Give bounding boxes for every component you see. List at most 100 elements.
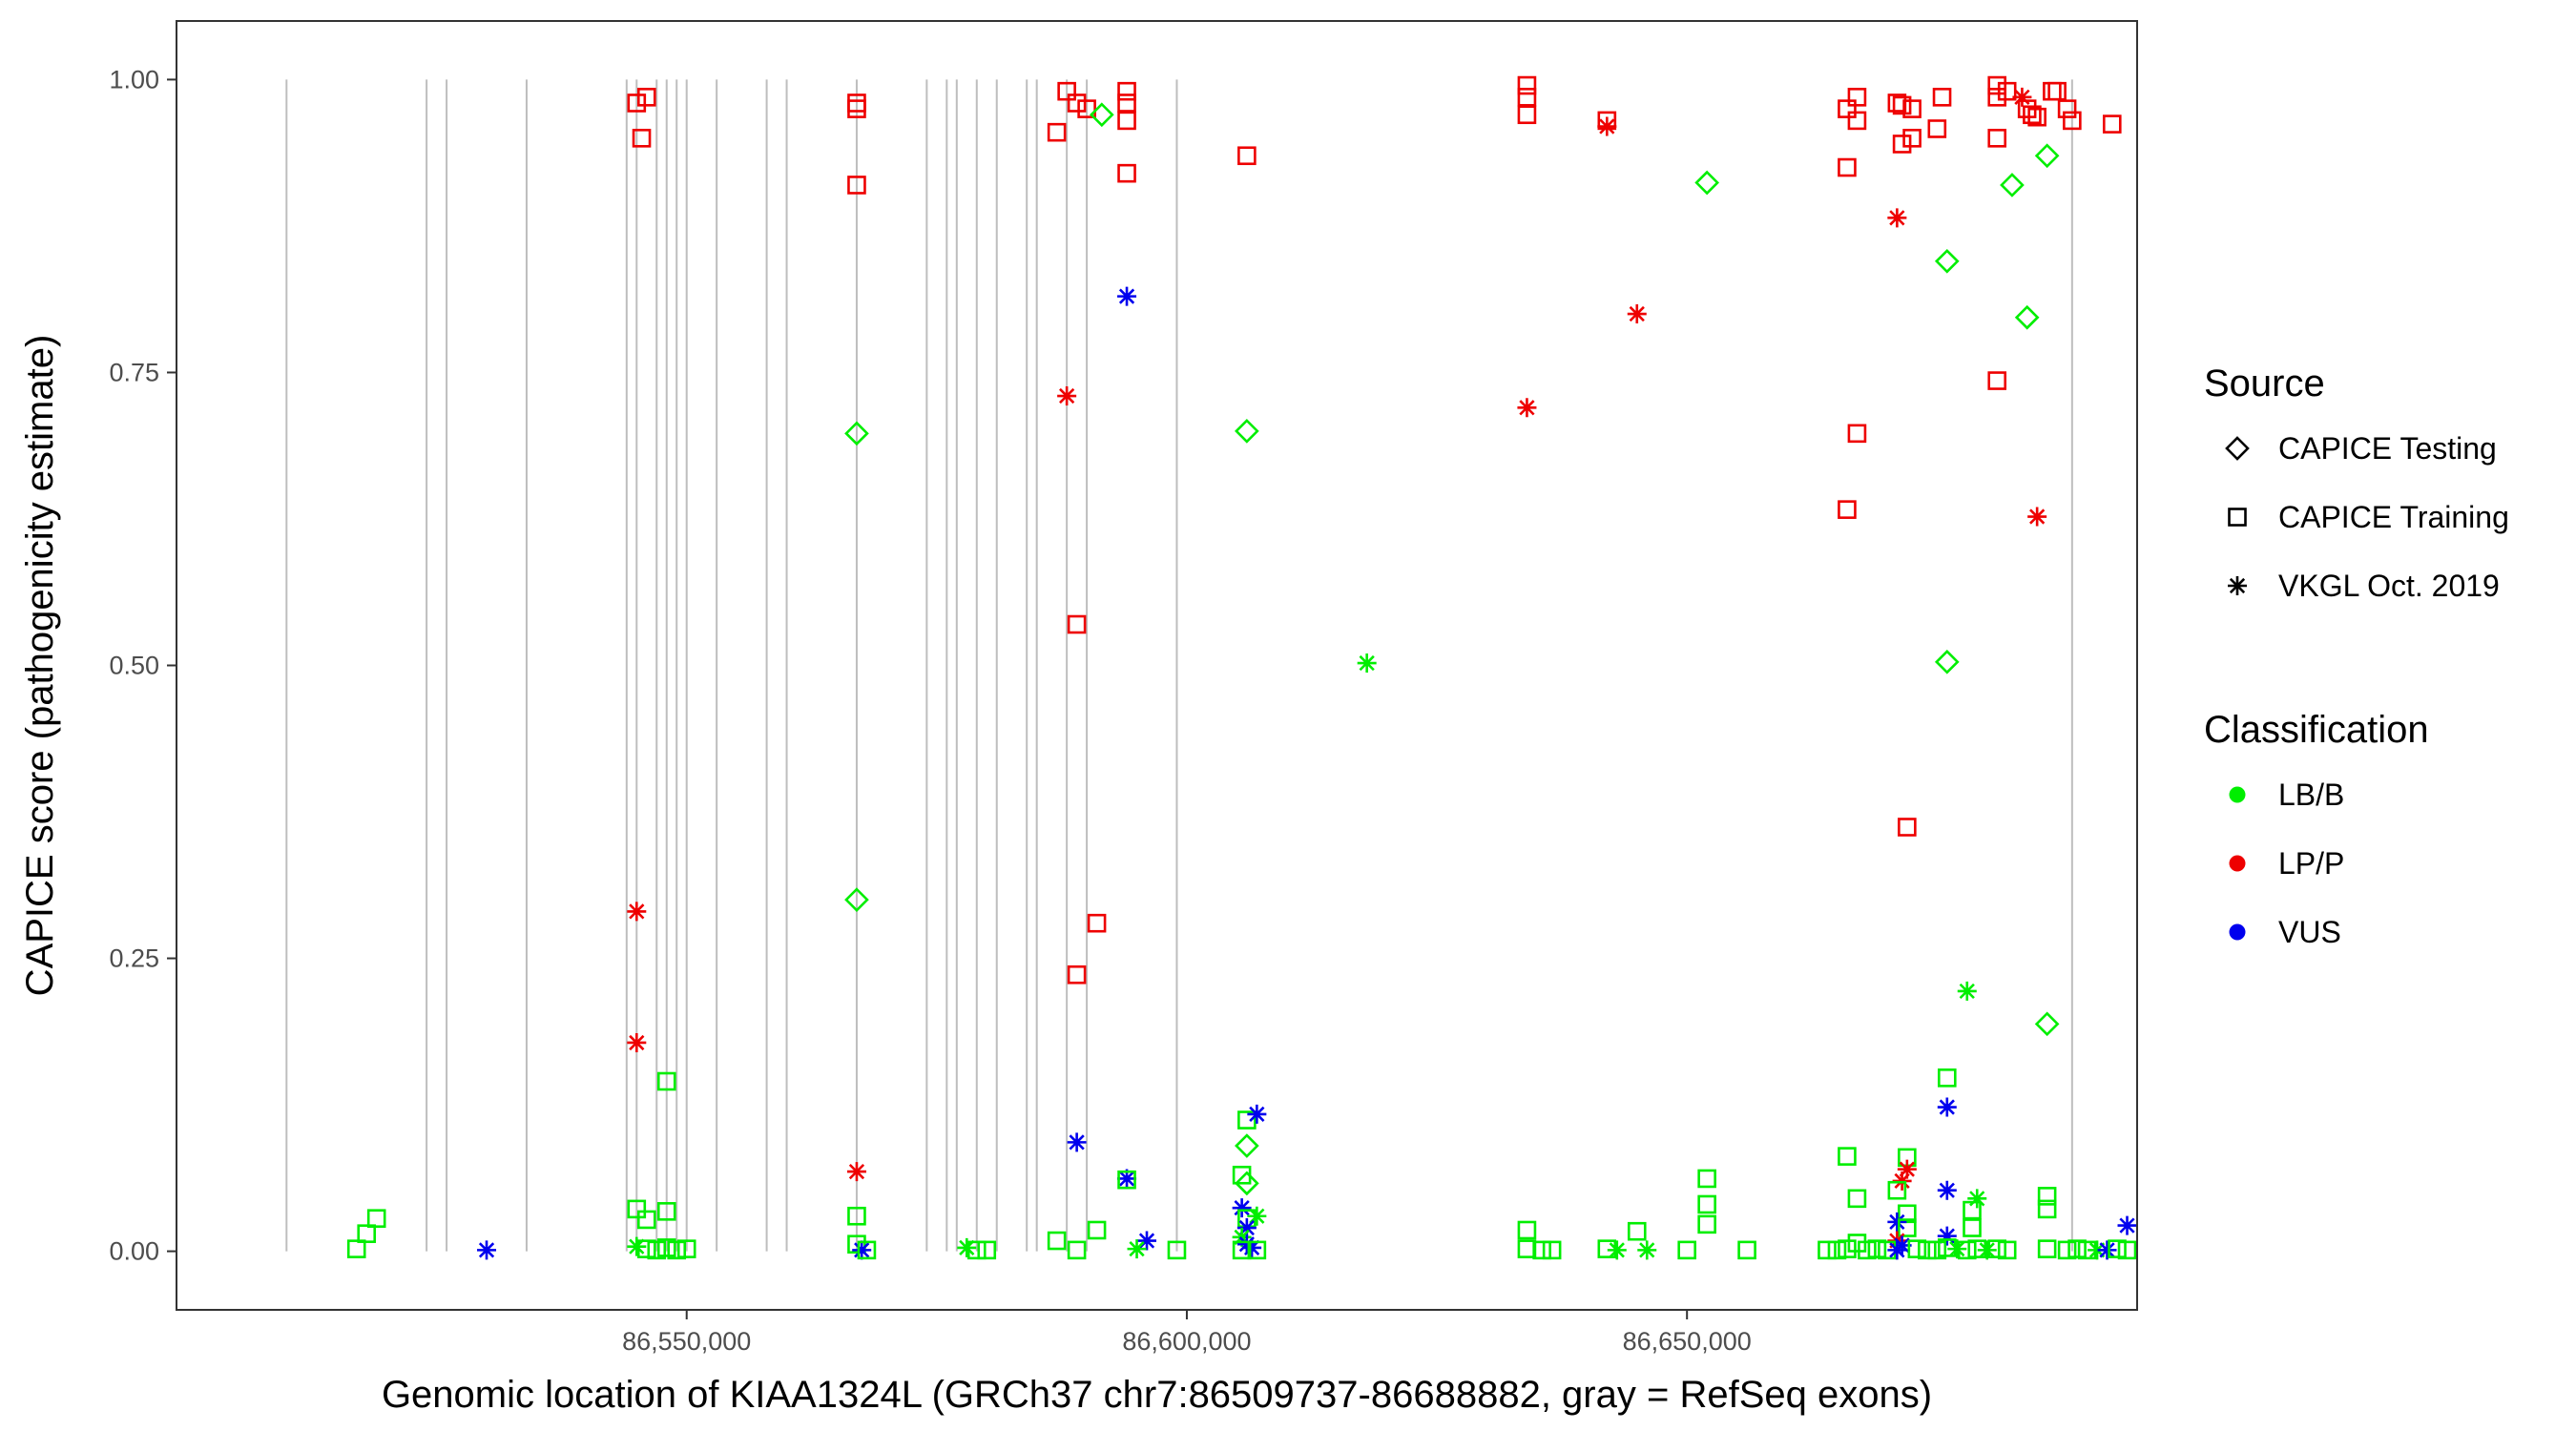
data-point — [1963, 1218, 1982, 1237]
data-point — [2102, 114, 2122, 134]
data-point — [847, 1206, 866, 1226]
data-point — [977, 1240, 997, 1260]
data-point — [627, 902, 647, 922]
data-point — [1887, 1240, 1907, 1260]
data-point — [1067, 1240, 1087, 1260]
data-point — [1597, 116, 1617, 136]
data-point — [1117, 111, 1136, 131]
y-axis-title: CAPICE score (pathogenicity estimate) — [19, 335, 61, 997]
data-point — [1977, 1240, 1997, 1260]
data-point — [1235, 1133, 1259, 1158]
data-point — [1697, 1169, 1716, 1189]
data-point — [1517, 88, 1537, 107]
data-point — [627, 1199, 647, 1219]
data-point — [1847, 1189, 1867, 1209]
legend-classification-label: LP/P — [2278, 846, 2344, 881]
data-point — [1892, 1171, 1912, 1191]
data-point — [2057, 1240, 2077, 1260]
data-point — [1967, 1189, 1987, 1209]
data-point — [1517, 398, 1537, 418]
data-point — [1867, 1239, 1887, 1258]
data-point — [1607, 1240, 1627, 1260]
data-point — [1737, 1240, 1756, 1260]
data-point — [966, 1240, 987, 1260]
data-point — [2088, 1240, 2108, 1260]
data-point — [2067, 1239, 2087, 1258]
data-point — [1847, 88, 1867, 107]
data-point — [1957, 981, 1977, 1001]
legend-source-key — [2225, 436, 2250, 461]
data-point — [1232, 1227, 1252, 1247]
data-point — [1927, 1240, 1947, 1260]
legend-source-key — [2228, 576, 2247, 595]
data-point — [1247, 1206, 1267, 1226]
data-point — [1818, 1240, 1837, 1260]
y-tick-label: 1.00 — [109, 65, 159, 93]
data-point — [1637, 1240, 1657, 1260]
y-tick-label: 0.25 — [109, 944, 159, 973]
data-point — [477, 1240, 497, 1260]
data-point — [1937, 1180, 1957, 1200]
data-point — [2027, 107, 2046, 127]
data-point — [1892, 95, 1912, 115]
legend-source-title: Source — [2204, 363, 2325, 404]
data-point — [1067, 1132, 1087, 1152]
data-point — [1117, 1169, 1137, 1189]
data-point — [1235, 419, 1259, 444]
legend-source-label: CAPICE Testing — [2278, 431, 2497, 466]
data-point — [847, 99, 866, 118]
data-point — [852, 1240, 872, 1260]
data-point — [1838, 500, 1857, 519]
data-point — [1858, 1240, 1877, 1260]
data-point — [2027, 507, 2047, 527]
data-point — [1237, 1110, 1257, 1130]
legend-classification-label: VUS — [2278, 915, 2341, 949]
y-tick-label: 0.00 — [109, 1237, 159, 1266]
x-tick-label: 86,550,000 — [622, 1327, 751, 1356]
data-point — [2063, 111, 2082, 131]
data-point — [1232, 1240, 1252, 1260]
legend-classification-key — [2229, 855, 2246, 872]
data-point — [346, 1239, 366, 1258]
data-point — [1067, 93, 1087, 113]
data-point — [1987, 75, 2007, 95]
data-point — [844, 887, 869, 912]
data-point — [667, 1240, 687, 1260]
data-point — [1887, 1180, 1907, 1200]
data-point — [2014, 304, 2040, 330]
data-point — [656, 1202, 676, 1221]
data-point — [1902, 99, 1922, 118]
data-point — [2117, 1240, 2137, 1260]
data-point — [2037, 1187, 2057, 1206]
data-point — [1934, 248, 1960, 274]
data-point — [647, 1240, 667, 1260]
data-point — [2057, 99, 2077, 118]
data-point — [1236, 1218, 1257, 1238]
data-point — [1987, 371, 2007, 390]
data-point — [676, 1239, 696, 1258]
data-point — [1927, 119, 1947, 138]
data-point — [1242, 1237, 1262, 1257]
data-point — [1898, 1218, 1917, 1237]
data-point — [1997, 1240, 2017, 1260]
data-point — [636, 1239, 656, 1258]
data-point — [1838, 1239, 1857, 1258]
data-point — [2034, 143, 2060, 169]
data-point — [2037, 1199, 2057, 1219]
data-point — [1532, 1240, 1551, 1260]
data-point — [1627, 1221, 1647, 1241]
data-point — [1117, 286, 1137, 306]
data-point — [1247, 1104, 1267, 1124]
data-point — [1934, 649, 1960, 674]
data-point — [2097, 1240, 2117, 1260]
data-point — [1677, 1240, 1696, 1260]
data-point — [632, 129, 652, 148]
data-point — [1077, 99, 1096, 118]
data-point — [1047, 1231, 1067, 1251]
data-point — [1089, 102, 1114, 128]
legend-source-key — [2228, 508, 2247, 527]
data-point — [844, 421, 869, 446]
data-point — [1117, 163, 1136, 183]
